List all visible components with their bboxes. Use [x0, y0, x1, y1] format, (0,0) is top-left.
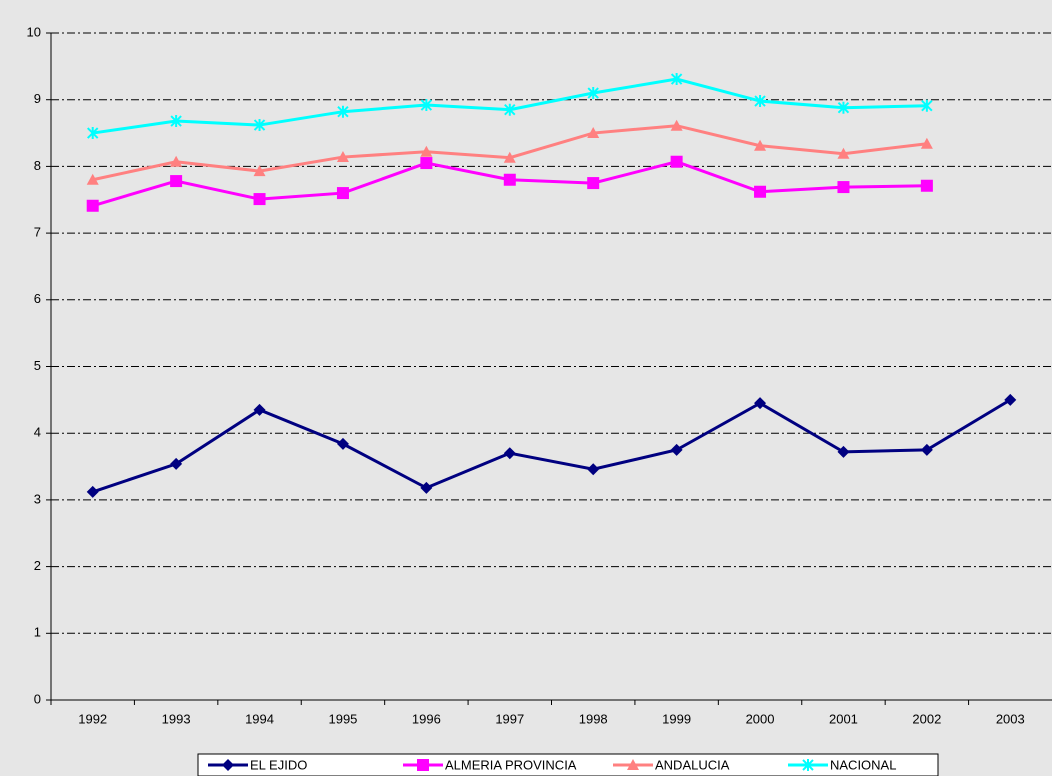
- marker: [222, 759, 234, 771]
- marker: [802, 759, 814, 771]
- marker: [86, 485, 99, 498]
- marker: [1004, 393, 1017, 406]
- marker: [417, 759, 429, 771]
- marker: [420, 481, 433, 494]
- y-tick-label: 5: [34, 358, 41, 373]
- x-tick-label: 2000: [746, 711, 775, 726]
- x-tick-label: 1992: [78, 711, 107, 726]
- marker: [336, 151, 349, 163]
- marker: [754, 139, 767, 151]
- y-tick-label: 6: [34, 291, 41, 306]
- marker: [253, 193, 266, 206]
- x-tick-label: 2001: [829, 711, 858, 726]
- marker: [86, 199, 99, 212]
- marker: [503, 151, 516, 163]
- marker: [837, 101, 850, 114]
- marker: [420, 99, 433, 112]
- marker: [920, 443, 933, 456]
- marker: [86, 173, 99, 185]
- marker: [253, 403, 266, 416]
- marker: [837, 147, 850, 159]
- legend: EL EJIDO ALMERIA PROVINCIA ANDALUCIA NACION…: [197, 753, 939, 776]
- legend-label: ALMERIA PROVINCIA: [445, 757, 577, 772]
- marker: [253, 165, 266, 177]
- y-tick-label: 8: [34, 158, 41, 173]
- legend-label: NACIONAL: [830, 757, 896, 772]
- x-tick-label: 2003: [996, 711, 1025, 726]
- marker: [754, 185, 767, 198]
- y-tick-label: 3: [34, 491, 41, 506]
- marker: [170, 115, 182, 128]
- x-tick-label: 1997: [495, 711, 524, 726]
- marker: [670, 155, 683, 168]
- marker: [587, 177, 600, 190]
- marker: [920, 137, 933, 149]
- marker: [503, 447, 516, 460]
- marker: [336, 437, 349, 450]
- marker: [587, 127, 600, 139]
- x-tick-label: 2002: [912, 711, 941, 726]
- marker: [587, 463, 600, 476]
- marker: [503, 173, 516, 186]
- marker: [504, 103, 516, 116]
- marker: [920, 179, 933, 192]
- marker: [670, 119, 683, 131]
- y-tick-label: 10: [27, 24, 41, 39]
- marker: [754, 397, 767, 410]
- marker: [420, 145, 433, 157]
- x-tick-label: 1996: [412, 711, 441, 726]
- marker: [587, 87, 599, 100]
- marker: [87, 127, 99, 140]
- series-line: [92, 398, 1012, 494]
- x-tick-label: 1998: [579, 711, 608, 726]
- x-tick-label: 1995: [328, 711, 357, 726]
- y-tick-label: 0: [34, 691, 41, 706]
- marker: [420, 157, 433, 170]
- y-tick-label: 1: [34, 625, 41, 640]
- y-tick-label: 2: [34, 558, 41, 573]
- marker: [337, 105, 349, 118]
- marker: [336, 187, 349, 200]
- y-tick-label: 9: [34, 91, 41, 106]
- x-tick-label: 1999: [662, 711, 691, 726]
- legend-label: ANDALUCIA: [655, 757, 730, 772]
- legend-label: EL EJIDO: [250, 757, 307, 772]
- marker: [921, 99, 933, 112]
- marker: [837, 181, 850, 194]
- marker: [253, 119, 266, 132]
- x-tick-label: 1993: [162, 711, 191, 726]
- y-tick-label: 4: [34, 425, 41, 440]
- legend-box: [197, 753, 939, 776]
- x-tick-label: 1994: [245, 711, 274, 726]
- marker: [670, 443, 683, 456]
- marker: [170, 155, 183, 167]
- marker: [627, 759, 639, 770]
- y-tick-label: 7: [34, 225, 41, 240]
- marker: [170, 175, 183, 188]
- marker: [170, 457, 183, 470]
- marker: [670, 73, 683, 86]
- marker: [754, 95, 766, 108]
- marker: [837, 445, 850, 458]
